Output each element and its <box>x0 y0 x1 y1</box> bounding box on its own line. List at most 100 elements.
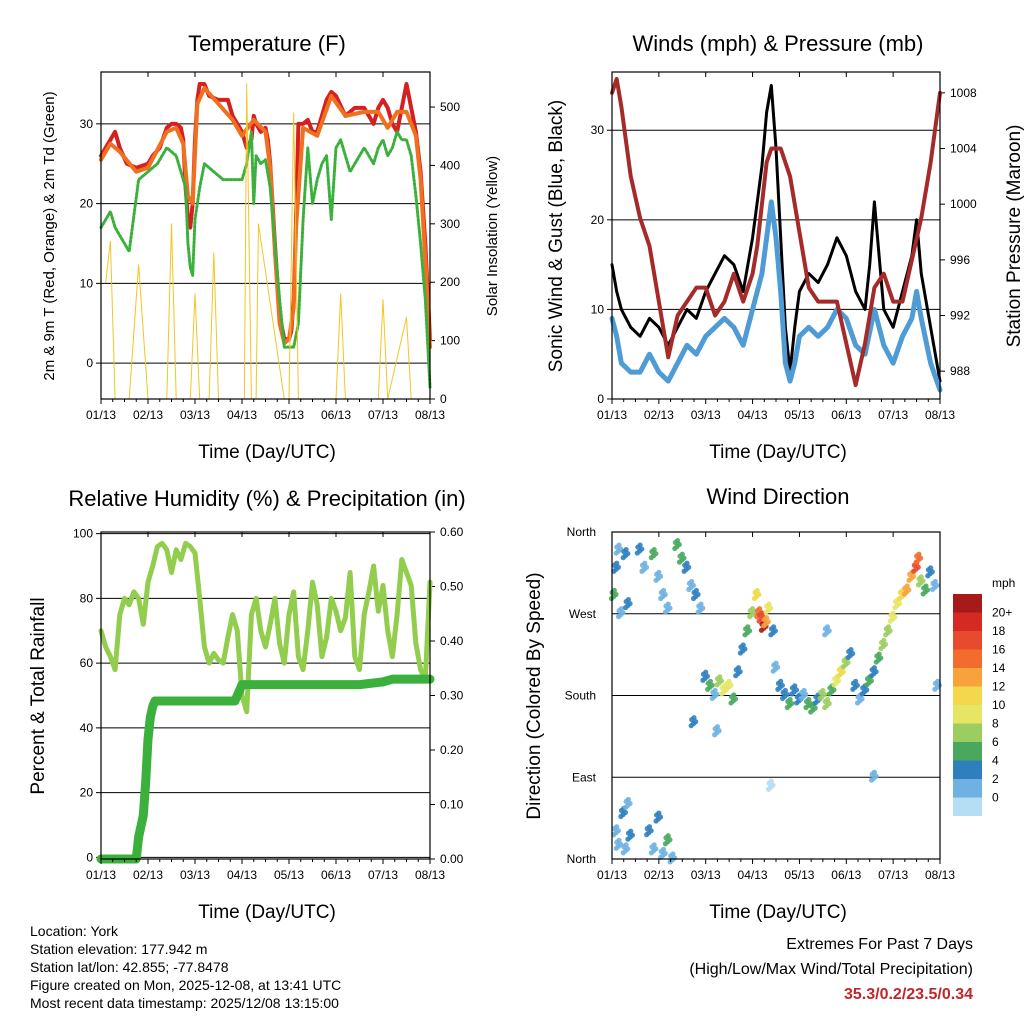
x-tick-label: 02/13 <box>133 408 163 422</box>
x-tick-label: 03/13 <box>180 408 210 422</box>
direction-point <box>700 605 706 611</box>
x-tick-label: 06/13 <box>321 408 351 422</box>
direction-point <box>824 696 831 703</box>
y-tick-label: South <box>565 689 596 703</box>
direction-point <box>618 606 624 612</box>
direction-point <box>821 691 828 698</box>
x-tick-label: 08/13 <box>415 408 445 422</box>
extremes-subheading: (High/Low/Max Wind/Total Precipitation) <box>689 961 973 978</box>
direction-point <box>660 846 667 852</box>
direction-point <box>614 560 620 566</box>
direction-point <box>918 574 924 580</box>
direction-point <box>615 828 621 834</box>
direction-point <box>704 673 711 679</box>
y2-tick-label: 1004 <box>950 142 977 156</box>
direction-point <box>934 582 940 589</box>
y2-tick-label: 0.10 <box>440 798 464 812</box>
direction-point <box>651 547 657 553</box>
direction-point <box>871 769 878 775</box>
winds-ylabel-right: Station Pressure (Maroon) <box>1004 125 1024 348</box>
colorbar-swatch <box>953 686 982 705</box>
direction-point <box>873 773 879 779</box>
direction-point <box>622 809 629 816</box>
direction-point <box>693 719 699 725</box>
direction-point <box>707 678 714 684</box>
colorbar-label: 10 <box>992 698 1006 712</box>
direction-point <box>928 565 934 571</box>
info-recent: Most recent data timestamp: 2025/12/08 1… <box>30 995 339 1011</box>
colorbar-label: 18 <box>992 624 1006 638</box>
info-latlon: Station lat/lon: 42.855; -77.8478 <box>30 959 229 975</box>
colorbar-label: 0 <box>992 791 999 805</box>
x-tick-label: 06/13 <box>831 868 861 882</box>
direction-point <box>616 542 622 548</box>
direction-point <box>756 591 762 598</box>
direction-point <box>675 537 681 544</box>
direction-point <box>656 810 662 816</box>
y2-tick-label: 200 <box>440 275 460 289</box>
humidity-panel: Relative Humidity (%) & Precipitation (i… <box>28 486 466 923</box>
colorbar-swatch <box>953 649 982 668</box>
y2-tick-label: 0.30 <box>440 689 464 703</box>
direction-point <box>779 682 785 688</box>
y2-tick-label: 100 <box>440 334 460 348</box>
direction-point <box>620 610 626 616</box>
direction-point <box>728 682 734 688</box>
direction-point <box>625 796 632 803</box>
x-tick-label: 02/13 <box>644 408 674 422</box>
direction-point <box>759 610 765 616</box>
direction-point <box>627 600 633 607</box>
direction-point <box>784 691 790 698</box>
plot-frame <box>100 531 431 860</box>
humidity-title: Relative Humidity (%) & Precipitation (i… <box>68 486 465 511</box>
direction-point <box>656 569 662 575</box>
direction-point <box>764 615 770 621</box>
y-tick-label: 0 <box>86 850 93 864</box>
direction-point <box>868 678 875 684</box>
direction-point <box>698 601 704 607</box>
y2-tick-label: 992 <box>950 309 970 323</box>
direction-point <box>836 678 842 684</box>
colorbar-label: 8 <box>992 717 999 731</box>
colorbar-swatch <box>953 705 982 724</box>
direction-point <box>771 624 777 630</box>
plot-frame <box>100 71 431 400</box>
direction-point <box>773 660 779 666</box>
direction-point <box>768 778 774 784</box>
direction-point <box>864 687 870 693</box>
x-tick-label: 06/13 <box>831 408 861 422</box>
direction-point <box>871 665 878 671</box>
direction-point <box>660 587 667 594</box>
temperature-title: Temperature (F) <box>188 31 346 56</box>
y-tick-label: 20 <box>80 197 94 211</box>
x-tick-label: 02/13 <box>644 868 674 882</box>
x-tick-label: 03/13 <box>691 868 721 882</box>
colorbar-label: 16 <box>992 643 1006 657</box>
direction-point <box>925 587 931 593</box>
direction-point <box>932 578 938 585</box>
direction-title: Wind Direction <box>706 484 849 509</box>
colorbar-swatch <box>953 760 982 779</box>
x-tick-label: 07/13 <box>878 408 908 422</box>
humidity-xlabel: Time (Day/UTC) <box>198 902 336 923</box>
direction-point <box>703 669 709 675</box>
direction-point <box>787 696 793 703</box>
y2-tick-label: 988 <box>950 364 970 378</box>
x-tick-label: 01/13 <box>86 868 116 882</box>
direction-point <box>662 591 668 598</box>
y2-tick-label: 500 <box>440 100 460 114</box>
colorbar-swatch <box>953 779 982 798</box>
series-line-total-rainfall-right-axis- <box>96 674 435 864</box>
direction-point <box>625 846 631 852</box>
direction-point <box>906 587 912 593</box>
direction-point <box>639 546 645 552</box>
direction-point <box>853 678 859 684</box>
temperature-ylabel-right: Solar Insolation (Yellow) <box>484 156 501 316</box>
x-tick-label: 07/13 <box>368 408 398 422</box>
colorbar-swatch <box>953 631 982 650</box>
winds-title: Winds (mph) & Pressure (mb) <box>633 31 924 56</box>
x-tick-label: 03/13 <box>180 868 210 882</box>
direction-point <box>840 669 846 675</box>
direction-point <box>670 851 676 857</box>
direction-point <box>826 628 832 634</box>
